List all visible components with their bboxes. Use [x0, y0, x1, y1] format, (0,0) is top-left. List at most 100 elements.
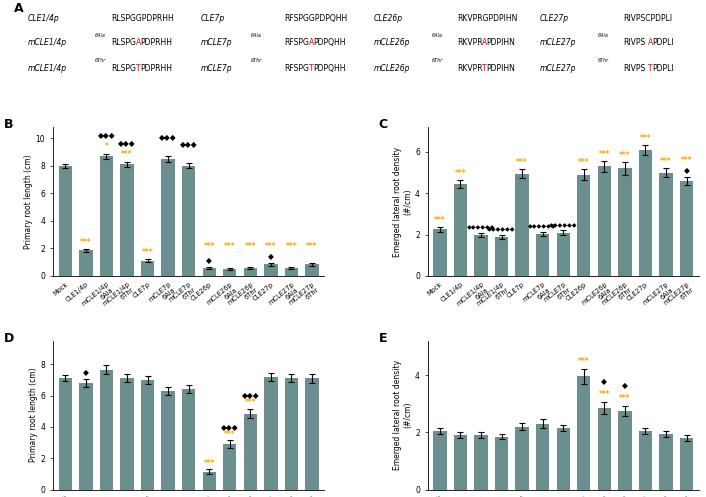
- Text: mCLE27p: mCLE27p: [540, 38, 576, 47]
- Text: 6Thr: 6Thr: [251, 59, 262, 64]
- Text: ◆◆◆◆◆◆: ◆◆◆◆◆◆: [528, 225, 557, 230]
- Text: ***: ***: [681, 157, 693, 166]
- Text: *: *: [104, 143, 108, 152]
- Text: ***: ***: [578, 159, 590, 167]
- Text: ***: ***: [203, 242, 215, 251]
- Text: ***: ***: [265, 242, 277, 251]
- Bar: [100, 156, 113, 276]
- Text: PDPLI: PDPLI: [653, 38, 674, 47]
- Bar: [495, 436, 508, 490]
- Text: T: T: [309, 64, 313, 73]
- Text: RKVPR: RKVPR: [457, 64, 482, 73]
- Bar: [79, 383, 92, 490]
- Text: ***: ***: [434, 216, 445, 225]
- Text: A: A: [14, 2, 24, 15]
- Bar: [306, 264, 318, 276]
- Text: ◆◆◆: ◆◆◆: [180, 140, 198, 149]
- Text: ◆◆◆: ◆◆◆: [160, 133, 177, 142]
- Text: ◆: ◆: [206, 256, 213, 265]
- Text: ***: ***: [244, 398, 256, 407]
- Bar: [182, 166, 196, 276]
- Bar: [639, 150, 652, 276]
- Text: ***: ***: [142, 248, 153, 257]
- Bar: [495, 237, 508, 276]
- Bar: [162, 391, 175, 490]
- Text: ***: ***: [80, 238, 92, 247]
- Bar: [141, 261, 154, 276]
- Text: mCLE1/4p: mCLE1/4p: [28, 38, 67, 47]
- Bar: [433, 230, 446, 276]
- Text: ◆◆◆: ◆◆◆: [241, 391, 259, 400]
- Bar: [285, 378, 298, 490]
- Bar: [306, 378, 318, 490]
- Text: E: E: [378, 331, 387, 345]
- Text: CLE27p: CLE27p: [540, 13, 569, 23]
- Bar: [244, 268, 257, 276]
- Text: ◆: ◆: [622, 381, 628, 390]
- Text: 6Thr: 6Thr: [95, 59, 106, 64]
- Bar: [203, 472, 216, 490]
- Text: CLE7p: CLE7p: [201, 13, 225, 23]
- Bar: [454, 184, 467, 276]
- Text: ***: ***: [578, 357, 590, 366]
- Text: ***: ***: [516, 159, 528, 167]
- Text: ***: ***: [224, 242, 236, 251]
- Bar: [182, 389, 196, 490]
- Text: ***: ***: [640, 134, 652, 143]
- Text: A: A: [136, 38, 141, 47]
- Text: 6Thr: 6Thr: [432, 59, 443, 64]
- Bar: [120, 165, 133, 276]
- Bar: [598, 166, 611, 276]
- Text: T: T: [481, 64, 486, 73]
- Text: RIVPSCPDPLI: RIVPSCPDPLI: [623, 13, 672, 23]
- Text: RLSPGGPDPRHH: RLSPGGPDPRHH: [111, 13, 174, 23]
- Bar: [536, 234, 549, 276]
- Bar: [162, 159, 175, 276]
- Text: ***: ***: [203, 459, 215, 468]
- Text: ***: ***: [286, 242, 297, 251]
- Text: D: D: [4, 331, 14, 345]
- Text: T: T: [648, 64, 652, 73]
- Text: ◆: ◆: [683, 166, 690, 174]
- Bar: [618, 411, 632, 490]
- Text: ◆: ◆: [268, 252, 274, 261]
- Bar: [659, 172, 673, 276]
- Y-axis label: Primary root length (cm): Primary root length (cm): [24, 154, 33, 249]
- Bar: [618, 168, 632, 276]
- Text: C: C: [378, 118, 388, 131]
- Bar: [120, 378, 133, 490]
- Bar: [59, 166, 72, 276]
- Text: RLSPG: RLSPG: [111, 64, 136, 73]
- Bar: [536, 423, 549, 490]
- Text: CLE1/4p: CLE1/4p: [28, 13, 60, 23]
- Bar: [244, 414, 257, 490]
- Text: A: A: [481, 38, 487, 47]
- Bar: [474, 435, 488, 490]
- Text: PDPIHN: PDPIHN: [486, 38, 515, 47]
- Text: RFSPG: RFSPG: [284, 38, 309, 47]
- Bar: [100, 370, 113, 490]
- Text: ◆◆◆: ◆◆◆: [118, 139, 136, 148]
- Bar: [577, 174, 590, 276]
- Bar: [556, 428, 570, 490]
- Text: ***: ***: [599, 390, 610, 400]
- Text: A: A: [309, 38, 314, 47]
- Bar: [680, 181, 693, 276]
- Text: RIVPS: RIVPS: [623, 64, 645, 73]
- Bar: [598, 408, 611, 490]
- Y-axis label: Emerged lateral root density
(#/cm): Emerged lateral root density (#/cm): [393, 147, 412, 256]
- Bar: [59, 378, 72, 490]
- Bar: [515, 426, 529, 490]
- Text: A: A: [648, 38, 653, 47]
- Text: ***: ***: [619, 394, 630, 403]
- Bar: [141, 380, 154, 490]
- Text: mCLE27p: mCLE27p: [540, 64, 576, 73]
- Bar: [556, 233, 570, 276]
- Y-axis label: Primary root length (cm): Primary root length (cm): [29, 368, 37, 462]
- Y-axis label: Emerged lateral root density
(#/cm): Emerged lateral root density (#/cm): [393, 360, 412, 470]
- Text: ◆◆◆: ◆◆◆: [221, 422, 239, 431]
- Text: mCLE1/4p: mCLE1/4p: [28, 64, 67, 73]
- Bar: [264, 377, 277, 490]
- Text: RKVPR: RKVPR: [457, 38, 482, 47]
- Text: 6Thr: 6Thr: [598, 59, 609, 64]
